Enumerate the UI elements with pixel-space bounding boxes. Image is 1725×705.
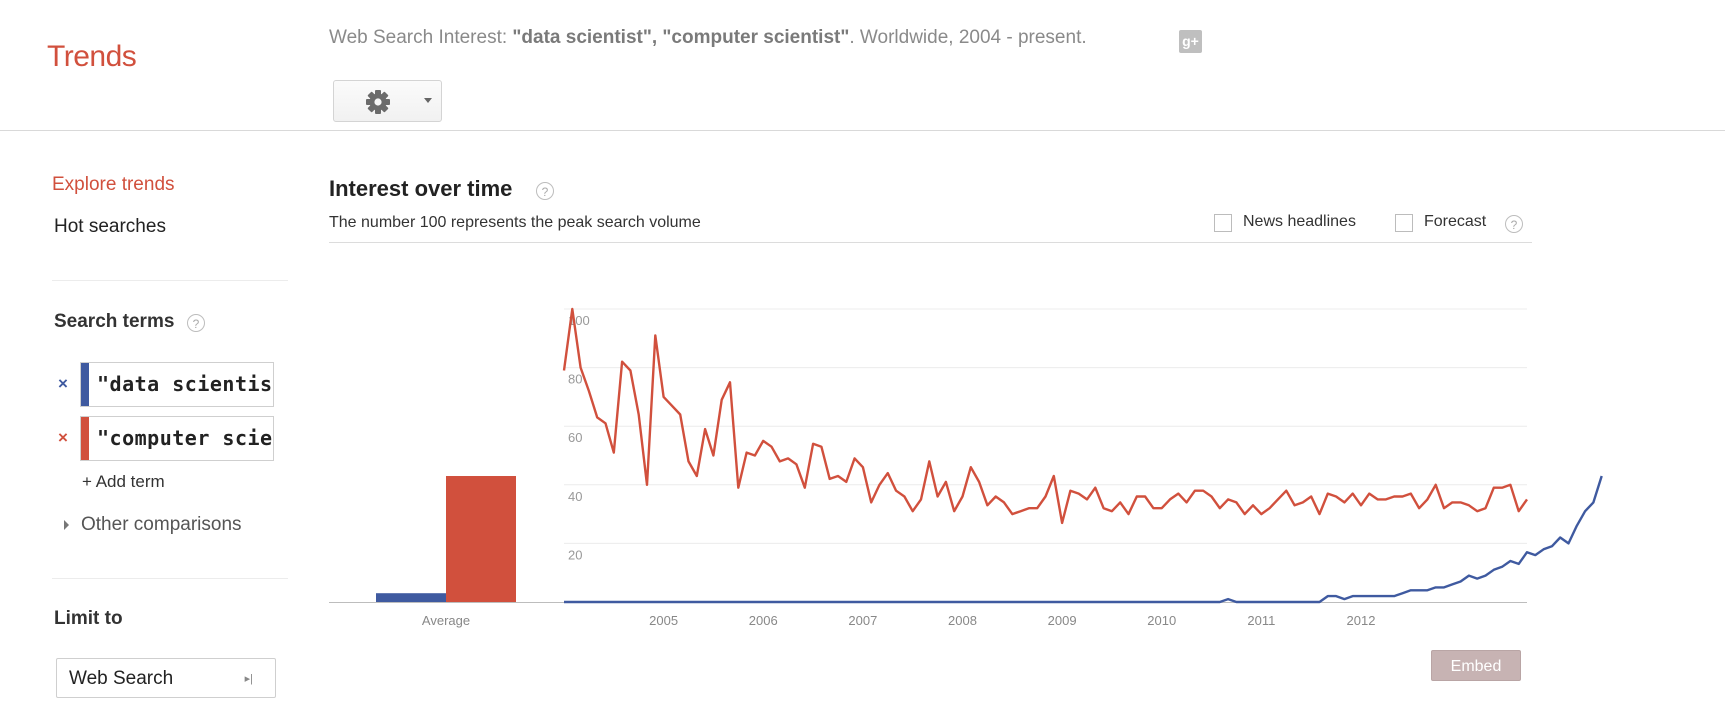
sidebar-item-explore-trends[interactable]: Explore trends	[52, 174, 175, 195]
dropdown-arrow-icon: ▸|	[244, 673, 253, 685]
x-tick-label: 2010	[1147, 613, 1176, 628]
other-comparisons-label: Other comparisons	[81, 514, 242, 535]
search-terms-heading: Search terms	[54, 311, 175, 332]
search-type-select[interactable]: Web Search ▸|	[56, 658, 276, 698]
help-icon[interactable]: ?	[1505, 215, 1523, 233]
limit-to-heading: Limit to	[54, 608, 123, 629]
news-headlines-checkbox[interactable]	[1214, 214, 1232, 232]
y-tick-label: 60	[568, 430, 582, 445]
y-tick-label: 40	[568, 489, 582, 504]
x-tick-label: 2011	[1247, 613, 1275, 628]
subtitle-suffix: . Worldwide, 2004 - present.	[849, 27, 1087, 48]
expand-triangle-icon	[64, 519, 69, 530]
page-subtitle: Web Search Interest: "data scientist", "…	[329, 27, 1087, 49]
x-tick-label: 2005	[649, 613, 678, 628]
search-term-field[interactable]: "data scientist"	[80, 362, 274, 407]
news-headlines-label: News headlines	[1243, 213, 1356, 230]
section-description: The number 100 represents the peak searc…	[329, 214, 701, 231]
x-tick-label: 2009	[1048, 613, 1077, 628]
forecast-label: Forecast	[1424, 213, 1487, 230]
x-tick-label: 2012	[1347, 613, 1376, 628]
average-bar	[446, 476, 516, 602]
sidebar-divider	[52, 280, 288, 281]
subtitle-terms: "data scientist", "computer scientist"	[512, 27, 850, 48]
search-term-text[interactable]: "data scientist"	[97, 372, 273, 396]
gear-icon	[366, 90, 390, 114]
help-icon[interactable]: ?	[536, 182, 554, 200]
add-term-button[interactable]: + Add term	[82, 472, 165, 491]
search-type-value: Web Search	[69, 668, 174, 689]
other-comparisons-toggle[interactable]: Other comparisons	[64, 514, 242, 536]
chevron-down-icon	[424, 98, 432, 103]
y-tick-label: 20	[568, 547, 582, 562]
embed-button[interactable]: Embed	[1431, 650, 1521, 681]
series-line	[562, 307, 1528, 525]
search-term-text[interactable]: "computer scien	[97, 426, 274, 450]
help-icon[interactable]: ?	[187, 314, 205, 332]
header-divider	[0, 130, 1725, 131]
forecast-checkbox[interactable]	[1395, 214, 1413, 232]
g-plus-icon[interactable]: g+	[1179, 30, 1202, 53]
x-tick-label: 2006	[749, 613, 778, 628]
average-bar-label: Average	[422, 613, 470, 628]
sidebar-divider	[52, 578, 288, 579]
remove-term-icon[interactable]: ×	[58, 428, 68, 447]
search-term-field[interactable]: "computer scien	[80, 416, 274, 461]
subtitle-prefix: Web Search Interest:	[329, 27, 513, 48]
series-color-bar	[81, 363, 89, 406]
sidebar-item-hot-searches[interactable]: Hot searches	[54, 216, 166, 237]
average-bar	[376, 593, 446, 602]
series-line	[564, 475, 1603, 604]
x-tick-label: 2008	[948, 613, 977, 628]
x-tick-label: 2007	[848, 613, 877, 628]
remove-term-icon[interactable]: ×	[58, 374, 68, 393]
section-title: Interest over time	[329, 176, 513, 201]
trends-logo[interactable]: Trends	[47, 40, 137, 73]
section-divider	[329, 242, 1532, 243]
y-tick-label: 80	[568, 372, 582, 387]
settings-button[interactable]	[333, 80, 442, 122]
series-color-bar	[81, 417, 89, 460]
